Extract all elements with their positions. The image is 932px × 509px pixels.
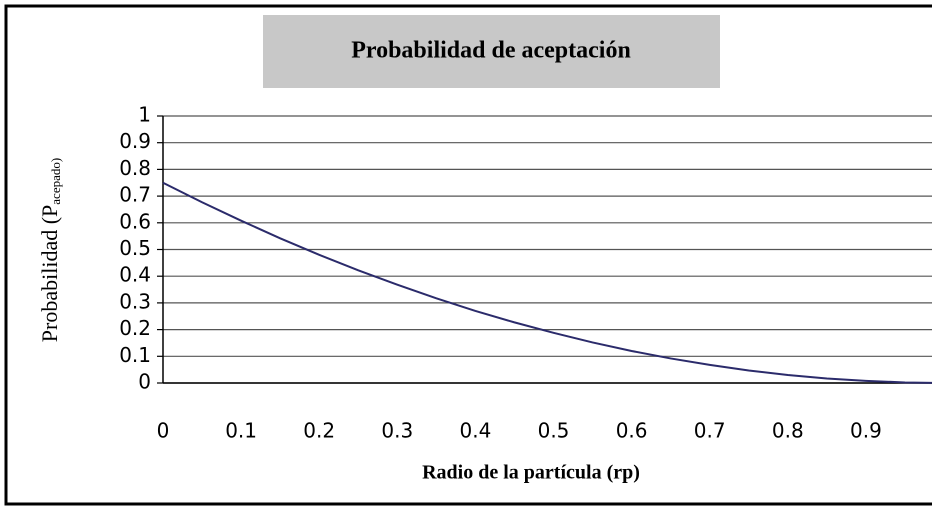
x-tick-label: 0.5 [538, 419, 570, 443]
y-tick-label: 0.1 [119, 343, 151, 367]
y-tick-label: 0.4 [119, 263, 151, 287]
y-tick-label: 1 [138, 103, 151, 127]
y-tick-label: 0.2 [119, 316, 151, 340]
y-axis-label: Probabilidad (Pacepado) [37, 158, 63, 342]
y-tick-label: 0.6 [119, 209, 151, 233]
y-tick-label: 0 [138, 370, 151, 394]
x-tick-label: 0.4 [459, 419, 491, 443]
x-axis-label: Radio de la partícula (rp) [422, 462, 640, 484]
y-tick-label: 0.9 [119, 129, 151, 153]
y-tick-label: 0.5 [119, 236, 151, 260]
x-tick-label: 0.1 [225, 419, 257, 443]
x-tick-label: 0.3 [381, 419, 413, 443]
y-tick-label: 0.3 [119, 289, 151, 313]
title-box [263, 15, 720, 88]
y-tick-label: 0.8 [119, 156, 151, 180]
chart-title: Probabilidad de aceptación [351, 38, 631, 64]
y-axis-label-main: Probabilidad (P [37, 205, 62, 343]
frame [4, 4, 932, 506]
x-tick-label: 0.2 [303, 419, 335, 443]
x-tick-label: 0.8 [772, 419, 804, 443]
x-tick-label: 0 [157, 419, 170, 443]
x-tick-label: 0.7 [694, 419, 726, 443]
x-tick-label: 0.6 [616, 419, 648, 443]
y-axis-label-subscript: acepado) [48, 158, 63, 205]
x-tick-label: 0.9 [850, 419, 882, 443]
data-line [162, 181, 932, 384]
y-tick-label: 0.7 [119, 183, 151, 207]
